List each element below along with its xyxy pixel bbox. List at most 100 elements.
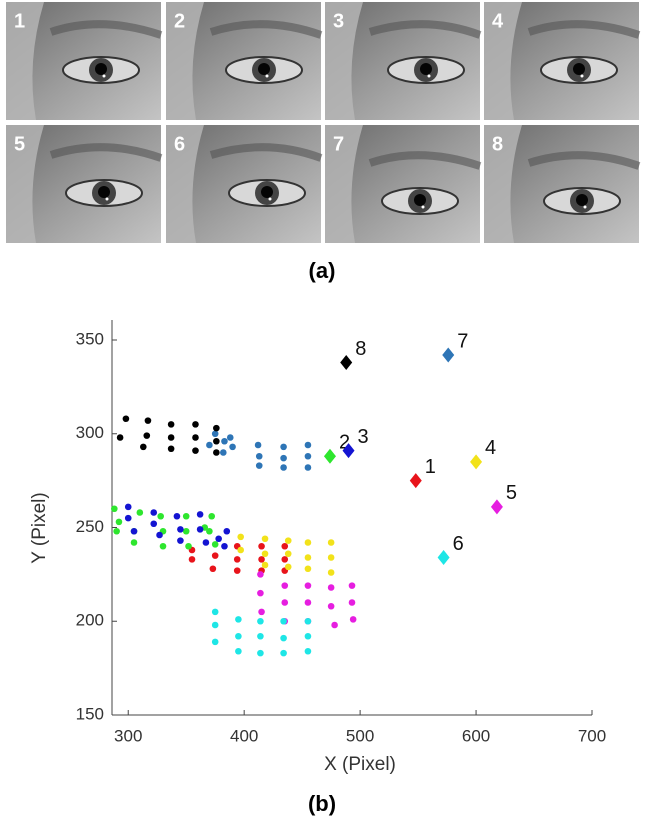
image-label: 8	[492, 133, 503, 155]
point	[130, 527, 138, 535]
point	[281, 599, 289, 606]
glint	[421, 205, 425, 209]
point	[111, 505, 118, 513]
marker-label: 6	[453, 533, 464, 555]
point	[281, 582, 289, 589]
point	[258, 608, 265, 616]
image-label: 2	[174, 10, 185, 32]
point	[257, 589, 264, 597]
marker-label: 2	[339, 432, 350, 454]
marker-label: 1	[425, 456, 436, 478]
pupil	[576, 194, 588, 206]
marker-label: 5	[506, 482, 517, 504]
point	[208, 512, 216, 520]
point	[233, 556, 241, 563]
gaze-marker	[342, 443, 355, 459]
nose-shadow	[325, 2, 363, 120]
eye-image: 8	[484, 125, 641, 243]
image-label: 4	[492, 10, 504, 32]
x-axis-label: X (Pixel)	[324, 754, 396, 775]
marker-label: 3	[358, 426, 369, 448]
nose-shadow	[484, 125, 522, 243]
point	[258, 542, 265, 550]
y-tick-label: 250	[76, 517, 104, 536]
nose-shadow	[6, 2, 44, 120]
point	[192, 447, 199, 454]
y-tick-label: 150	[76, 704, 104, 723]
glint	[105, 197, 109, 201]
point	[167, 445, 175, 453]
point	[196, 526, 204, 533]
x-tick-label: 400	[230, 726, 258, 745]
point	[167, 434, 175, 441]
x-tick-label: 700	[578, 726, 606, 745]
point	[182, 512, 190, 520]
point	[255, 452, 263, 460]
eyebrow	[368, 20, 482, 39]
point	[280, 454, 287, 462]
glint	[580, 74, 584, 78]
eye-image: 3	[325, 2, 482, 120]
eyebrow	[49, 143, 163, 162]
point	[140, 443, 147, 451]
point	[213, 424, 220, 432]
y-tick-label: 200	[76, 611, 104, 630]
marker-label: 4	[485, 437, 496, 459]
point	[284, 537, 292, 544]
point	[209, 565, 217, 573]
point	[348, 599, 356, 606]
point	[211, 621, 219, 629]
eye-image: 4	[484, 2, 641, 120]
point	[261, 561, 269, 569]
point	[211, 430, 219, 438]
point	[192, 434, 199, 441]
point	[211, 541, 219, 548]
point	[130, 539, 138, 546]
glint	[268, 197, 272, 201]
pupil	[95, 63, 107, 75]
point	[280, 443, 287, 451]
point	[304, 464, 312, 471]
point	[215, 535, 222, 543]
point	[327, 584, 335, 591]
point	[257, 617, 264, 625]
point	[157, 512, 164, 520]
point	[177, 526, 184, 533]
point	[229, 443, 236, 451]
image-label: 5	[14, 133, 25, 155]
point	[223, 527, 231, 535]
point	[211, 638, 219, 646]
caption: (a)	[309, 258, 336, 283]
glint	[102, 74, 106, 78]
y-axis-label: Y (Pixel)	[29, 492, 50, 563]
point	[280, 617, 287, 625]
point	[182, 527, 190, 535]
point	[304, 617, 312, 625]
point	[211, 552, 219, 559]
x-tick-label: 600	[462, 726, 490, 745]
point	[304, 599, 312, 606]
point	[211, 608, 219, 616]
eyebrow	[527, 20, 641, 39]
point	[304, 647, 312, 655]
point	[226, 434, 234, 441]
eyebrow	[49, 20, 163, 39]
point	[280, 464, 287, 471]
point	[261, 550, 269, 558]
pupil	[258, 63, 270, 75]
point	[254, 441, 262, 449]
marker-label: 7	[457, 330, 468, 352]
x-tick-label: 300	[114, 726, 142, 745]
point	[258, 556, 265, 563]
point	[349, 616, 357, 623]
point	[304, 441, 312, 449]
image-label: 6	[174, 133, 185, 155]
gaze-marker	[490, 499, 503, 515]
point	[143, 432, 151, 439]
gaze-marker	[409, 473, 422, 489]
point	[206, 527, 213, 535]
point	[150, 520, 158, 528]
point	[304, 632, 312, 640]
